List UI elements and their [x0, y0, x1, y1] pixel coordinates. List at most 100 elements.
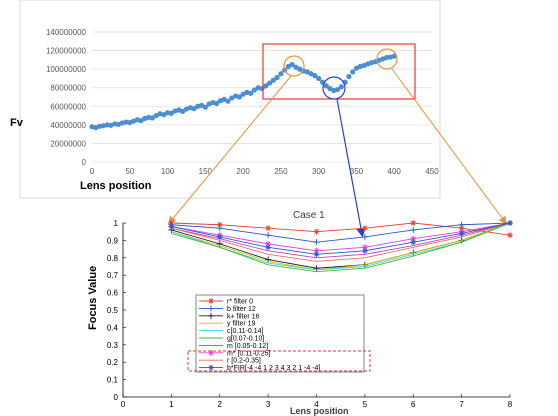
bottom-x-tick-label: 4 — [314, 400, 319, 409]
scatter-point — [214, 100, 220, 107]
bottom-y-tick-label: 0.2 — [107, 358, 119, 367]
line-marker — [313, 251, 320, 258]
top-x-tick-label: 400 — [388, 167, 402, 176]
bottom-chart-y-ticks: 0 0.1 0.2 0.3 0.4 0.5 0.6 0.7 0.8 0.9 1 — [107, 219, 126, 402]
line-marker — [361, 233, 368, 240]
scatter-point — [168, 110, 174, 116]
legend-label: k+ filter 16 — [227, 313, 260, 320]
line-marker — [458, 221, 465, 228]
top-y-tick-label: 100000000 — [46, 65, 87, 74]
legend-label: b filter 12 — [227, 306, 256, 313]
bottom-x-tick-label: 1 — [169, 400, 174, 409]
top-y-tick-label: 140000000 — [46, 28, 87, 37]
line-marker — [216, 221, 223, 228]
top-x-tick-label: 150 — [199, 167, 213, 176]
legend-entry: b filter 12 — [199, 305, 256, 313]
legend-entry: c[0.11-0.14] — [199, 328, 264, 335]
line-marker — [361, 247, 368, 254]
line-marker — [361, 225, 368, 232]
bottom-x-tick-label: 8 — [508, 400, 513, 409]
scatter-point — [270, 77, 276, 83]
legend-entry: b*FIR[-4 -4 1 2 3 4 3 2 1 -4 -4] — [199, 364, 320, 372]
top-x-tick-label: 50 — [125, 167, 134, 176]
series-line — [171, 222, 511, 259]
series-0 — [168, 220, 513, 239]
top-y-tick-label: 80000000 — [50, 84, 86, 93]
line-marker — [410, 239, 417, 246]
legend-entry: m* [0.11-0.25] — [199, 349, 271, 357]
bottom-x-tick-label: 6 — [411, 400, 416, 409]
line-marker — [313, 228, 320, 235]
arrow-peak-2 — [391, 68, 507, 225]
legend-label: m* [0.11-0.25] — [227, 350, 271, 357]
legend-entry: r* filter 0 — [199, 298, 253, 306]
series-9 — [168, 220, 513, 258]
top-chart-y-label: Fv — [10, 117, 24, 129]
line-marker — [168, 223, 175, 230]
bottom-y-tick-label: 0.1 — [107, 376, 119, 385]
legend-label: g[0.07-0.10] — [227, 336, 264, 343]
line-marker — [361, 244, 368, 251]
bottom-chart-title: Case 1 — [293, 210, 325, 221]
scatter-point — [96, 123, 103, 129]
bottom-chart-x-ticks: 0 1 2 3 4 5 6 7 8 — [121, 394, 513, 409]
series-line — [171, 222, 511, 243]
line-marker — [313, 239, 320, 246]
valley-circle — [322, 76, 346, 100]
line-marker — [507, 232, 513, 239]
bottom-y-tick-label: 0 — [114, 393, 119, 402]
series-line — [171, 222, 511, 273]
scatter-point — [384, 54, 390, 61]
bottom-y-tick-label: 1 — [114, 219, 119, 228]
top-y-tick-label: 40000000 — [50, 121, 86, 130]
line-marker — [265, 240, 272, 247]
highlight-box — [262, 43, 416, 100]
series-3 — [171, 222, 511, 271]
scatter-point — [146, 114, 152, 121]
scatter-point — [123, 119, 129, 125]
scatter-point — [350, 69, 356, 75]
series-line — [171, 222, 511, 262]
scatter-point — [180, 108, 186, 114]
series-5 — [171, 222, 511, 273]
top-x-tick-label: 300 — [312, 167, 326, 176]
line-marker — [208, 312, 214, 319]
scatter-point — [225, 98, 231, 104]
line-marker — [216, 233, 223, 240]
bottom-chart-lines — [168, 220, 513, 273]
bottom-x-tick-label: 7 — [459, 400, 464, 409]
bottom-x-tick-label: 2 — [218, 400, 223, 409]
scatter-point — [248, 90, 254, 96]
scatter-point — [346, 73, 352, 80]
series-6 — [171, 222, 511, 259]
line-marker — [410, 235, 417, 242]
series-line — [171, 222, 511, 236]
series-line — [171, 222, 511, 252]
line-marker — [507, 220, 513, 226]
bottom-chart-x-label: Lens position — [290, 406, 349, 416]
top-chart-y-ticks: 0 20000000 40000000 60000000 80000000 1000000… — [46, 28, 87, 167]
scatter-point — [236, 94, 242, 100]
scatter-point — [316, 75, 322, 82]
line-marker — [313, 247, 320, 254]
scatter-point — [338, 84, 344, 90]
legend-label: r [0.2-0.35] — [227, 358, 261, 365]
scatter-point — [266, 80, 273, 86]
top-x-tick-label: 200 — [236, 167, 250, 176]
scatter-point — [312, 73, 318, 79]
top-x-tick-label: 250 — [274, 167, 288, 176]
scatter-point — [104, 122, 110, 128]
bottom-chart-y-label: Focus Value — [87, 266, 99, 330]
line-marker — [458, 230, 465, 237]
line-marker — [208, 364, 214, 371]
top-y-tick-label: 0 — [82, 158, 87, 167]
bottom-y-tick-label: 0.6 — [107, 289, 119, 298]
line-marker — [208, 349, 214, 356]
legend-label: r* filter 0 — [227, 299, 253, 306]
bottom-y-tick-label: 0.7 — [107, 271, 119, 280]
bottom-y-tick-label: 0.8 — [107, 254, 119, 263]
peak-circle-2 — [376, 48, 398, 70]
line-marker — [265, 244, 272, 251]
line-marker — [208, 305, 214, 312]
legend-label: y filter 19 — [227, 321, 256, 328]
